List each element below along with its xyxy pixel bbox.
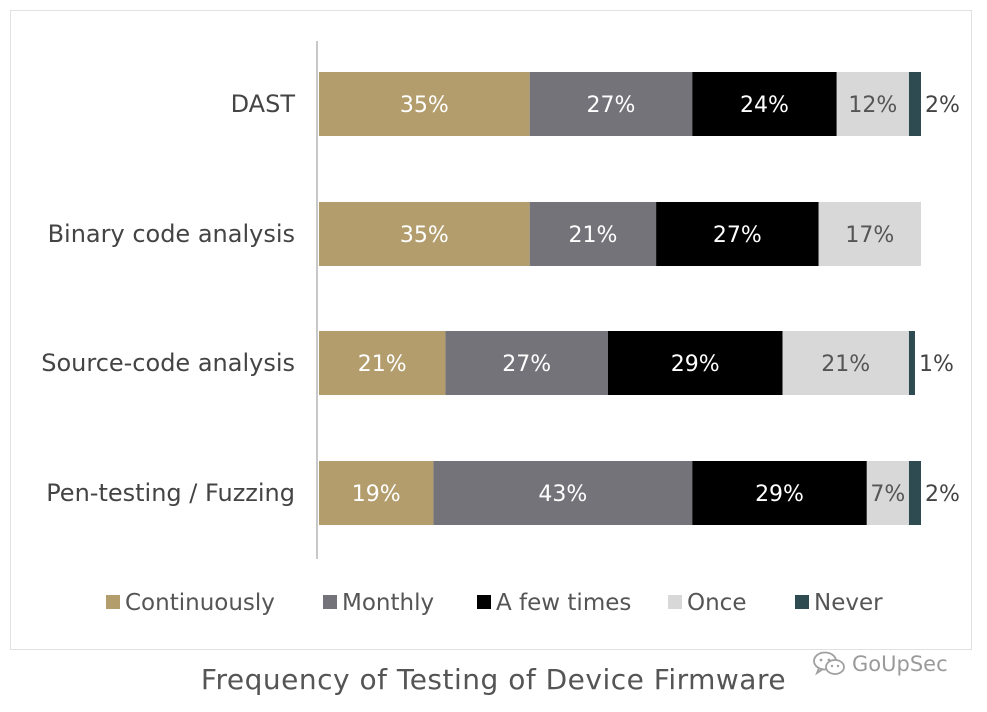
category-label: Pen-testing / Fuzzing	[46, 479, 295, 507]
bar-segment	[818, 202, 921, 266]
bar-segment	[836, 72, 909, 136]
legend-label: Once	[687, 590, 746, 616]
data-label: 24%	[740, 93, 789, 118]
legend-label: Never	[814, 590, 883, 616]
data-label: 21%	[821, 352, 870, 377]
category-label: DAST	[231, 90, 296, 118]
bar-segment	[319, 202, 530, 266]
bar-segment	[319, 331, 446, 395]
data-label: 2%	[925, 93, 960, 118]
legend-swatch	[106, 595, 120, 609]
legend-swatch	[477, 595, 491, 609]
bar-segment	[319, 72, 530, 136]
legend-swatch	[668, 595, 682, 609]
wechat-icon	[813, 651, 845, 676]
bar-segment	[908, 461, 921, 525]
bar-segment	[607, 331, 783, 395]
bar-segment	[445, 331, 608, 395]
data-label: 35%	[400, 93, 449, 118]
chart-frame: DAST 35% 27% 24% 12% 2% Binary code analysis 35…	[10, 10, 972, 650]
data-label: 27%	[502, 352, 551, 377]
watermark-text: GoUpSec	[852, 652, 948, 676]
bar-segment	[908, 331, 915, 395]
data-label: 17%	[845, 223, 894, 248]
stacked-bar-chart: DAST 35% 27% 24% 12% 2% Binary code analysis 35…	[41, 41, 960, 616]
category-label: Binary code analysis	[48, 220, 295, 248]
data-label: 27%	[587, 93, 636, 118]
data-label: 2%	[925, 482, 960, 507]
legend-swatch	[795, 595, 809, 609]
data-label: 21%	[568, 223, 617, 248]
data-label: 27%	[713, 223, 762, 248]
legend-label: Monthly	[342, 590, 434, 616]
bar-segment	[656, 202, 819, 266]
data-label: 21%	[358, 352, 407, 377]
bar-segment	[866, 461, 909, 525]
legend-label: Continuously	[125, 590, 275, 616]
bar-segment	[782, 331, 909, 395]
bar-segment	[908, 72, 921, 136]
legend-swatch	[323, 595, 337, 609]
category-label: Source-code analysis	[41, 349, 295, 377]
data-label: 29%	[671, 352, 720, 377]
chart-title: Frequency of Testing of Device Firmware	[200, 663, 787, 696]
watermark: GoUpSec	[812, 650, 948, 678]
data-label: 7%	[870, 482, 905, 507]
legend-label: A few times	[496, 590, 631, 616]
bar-segment	[692, 72, 837, 136]
bar-segment	[529, 202, 657, 266]
bar-segment	[529, 72, 693, 136]
bar-segment	[692, 461, 867, 525]
data-label: 29%	[755, 482, 804, 507]
data-label: 43%	[538, 482, 587, 507]
bar-segment	[433, 461, 693, 525]
bar-segment	[319, 461, 434, 525]
data-label: 35%	[400, 223, 449, 248]
data-label: 1%	[919, 352, 954, 377]
data-label: 12%	[848, 93, 897, 118]
data-label: 19%	[352, 482, 401, 507]
